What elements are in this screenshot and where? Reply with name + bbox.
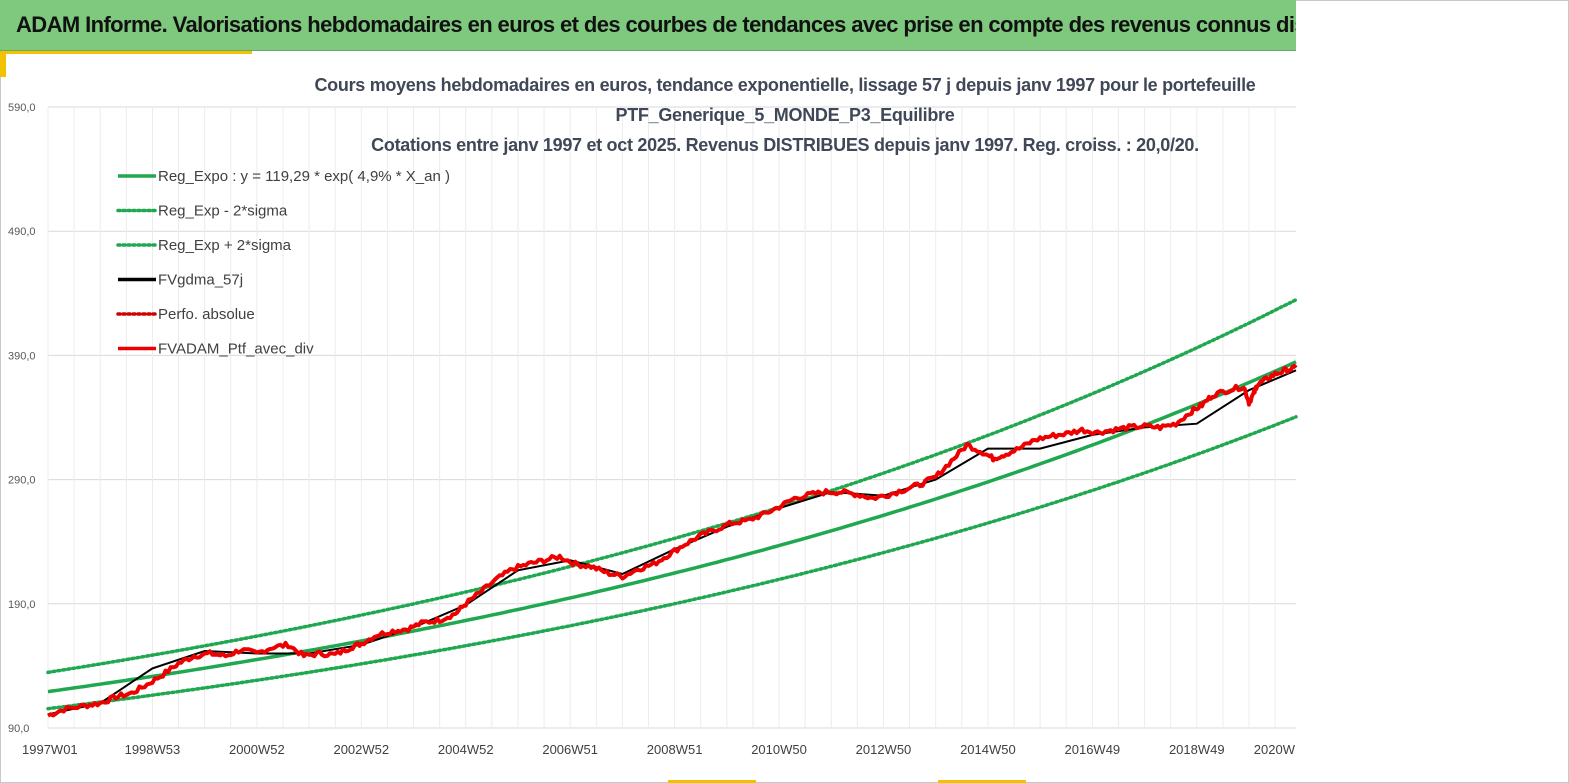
reg-upper-2sigma-line xyxy=(46,298,1298,675)
legend-label: Reg_Expo : y = 119,29 * exp( 4,9% * X_an… xyxy=(158,168,450,185)
x-tick-label: 2012W50 xyxy=(856,742,912,757)
tab-marker-2 xyxy=(938,780,1026,783)
x-tick-label: 1997W01 xyxy=(22,742,78,757)
banner-title: ADAM Informe. Valorisations hebdomadaire… xyxy=(16,12,1296,37)
y-tick-label: 590,0 xyxy=(8,102,36,114)
y-tick-label: 390,0 xyxy=(8,350,36,362)
chart-series xyxy=(46,298,1298,718)
x-tick-label: 2000W52 xyxy=(229,742,285,757)
legend-label: Reg_Exp - 2*sigma xyxy=(158,203,288,220)
legend-label: FVADAM_Ptf_avec_div xyxy=(158,341,314,358)
y-tick-label: 490,0 xyxy=(8,226,36,238)
accent-side xyxy=(0,51,6,77)
chart-grid xyxy=(47,106,1296,729)
chart-title-line-1: Cours moyens hebdomadaires en euros, ten… xyxy=(314,75,1256,95)
x-tick-label: 2008W51 xyxy=(647,742,703,757)
x-tick-label: 2016W49 xyxy=(1065,742,1121,757)
tab-marker-1 xyxy=(668,780,756,783)
y-tick-label: 290,0 xyxy=(8,475,36,487)
legend-label: FVgdma_57j xyxy=(158,272,243,289)
x-tick-label: 2014W50 xyxy=(960,742,1016,757)
legend-label: Reg_Exp + 2*sigma xyxy=(158,237,292,254)
x-tick-label: 2010W50 xyxy=(751,742,807,757)
x-tick-label: 2020W xyxy=(1254,742,1296,757)
reg-lower-2sigma-line xyxy=(46,415,1298,711)
y-tick-label: 190,0 xyxy=(8,599,36,611)
y-tick-label: 90,0 xyxy=(8,723,29,735)
chart-title-line-2: PTF_Generique_5_MONDE_P3_Equilibre xyxy=(615,105,955,125)
chart-title-line-3: Cotations entre janv 1997 et oct 2025. R… xyxy=(371,135,1199,155)
chart-title: Cours moyens hebdomadaires en euros, ten… xyxy=(240,70,1330,160)
x-axis: 1997W01 1998W53 2000W52 2002W52 2004W52 2006W… xyxy=(22,742,1296,757)
x-tick-label: 2002W52 xyxy=(333,742,389,757)
x-tick-label: 2004W52 xyxy=(438,742,494,757)
chart-legend: Reg_Expo : y = 119,29 * exp( 4,9% * X_an… xyxy=(116,168,450,358)
accent-bar xyxy=(0,51,252,54)
reg-expo-line xyxy=(47,360,1297,694)
fvadam-ptf-avec-div-line xyxy=(47,363,1298,718)
report-banner: ADAM Informe. Valorisations hebdomadaire… xyxy=(0,0,1296,51)
x-tick-label: 2006W51 xyxy=(542,742,598,757)
x-tick-label: 2018W49 xyxy=(1169,742,1225,757)
y-axis: 590,0 490,0 390,0 290,0 190,0 90,0 xyxy=(8,102,36,735)
x-tick-label: 1998W53 xyxy=(125,742,181,757)
legend-label: Perfo. absolue xyxy=(158,306,255,323)
